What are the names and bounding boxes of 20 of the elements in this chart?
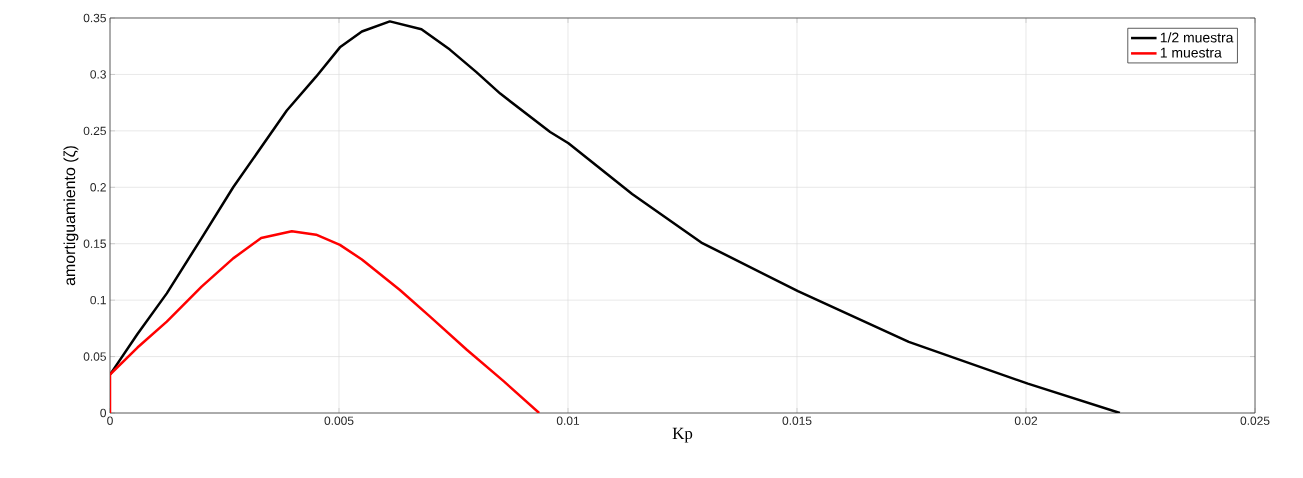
- y-tick-label: 0.3: [90, 70, 106, 79]
- y-tick-label: 0.15: [83, 239, 106, 248]
- x-tick-label: 0.01: [556, 416, 580, 425]
- x-tick-label: 0: [107, 416, 113, 425]
- y-tick-label: 0.25: [83, 126, 106, 136]
- x-tick-label: 0.015: [782, 416, 812, 425]
- x-axis-title: Kp: [672, 427, 693, 443]
- y-tick-label: 0.05: [83, 352, 106, 361]
- y-tick-label: 0: [100, 408, 107, 418]
- y-tick-label: 0.1: [90, 295, 106, 305]
- legend-label: 1/2 muestra: [1160, 32, 1234, 43]
- x-tick-label: 0.02: [1014, 416, 1038, 425]
- legend-label: 1 muestra: [1160, 47, 1222, 58]
- x-tick-label: 0.025: [1240, 416, 1270, 425]
- line-series: [110, 230, 541, 413]
- x-tick-label: 0.005: [324, 416, 354, 425]
- y-tick-label: 0.35: [83, 13, 106, 23]
- y-tick-label: 0.2: [90, 183, 106, 192]
- y-axis-title: amortiguamiento (ζ): [63, 146, 79, 286]
- line-series: [110, 20, 1122, 413]
